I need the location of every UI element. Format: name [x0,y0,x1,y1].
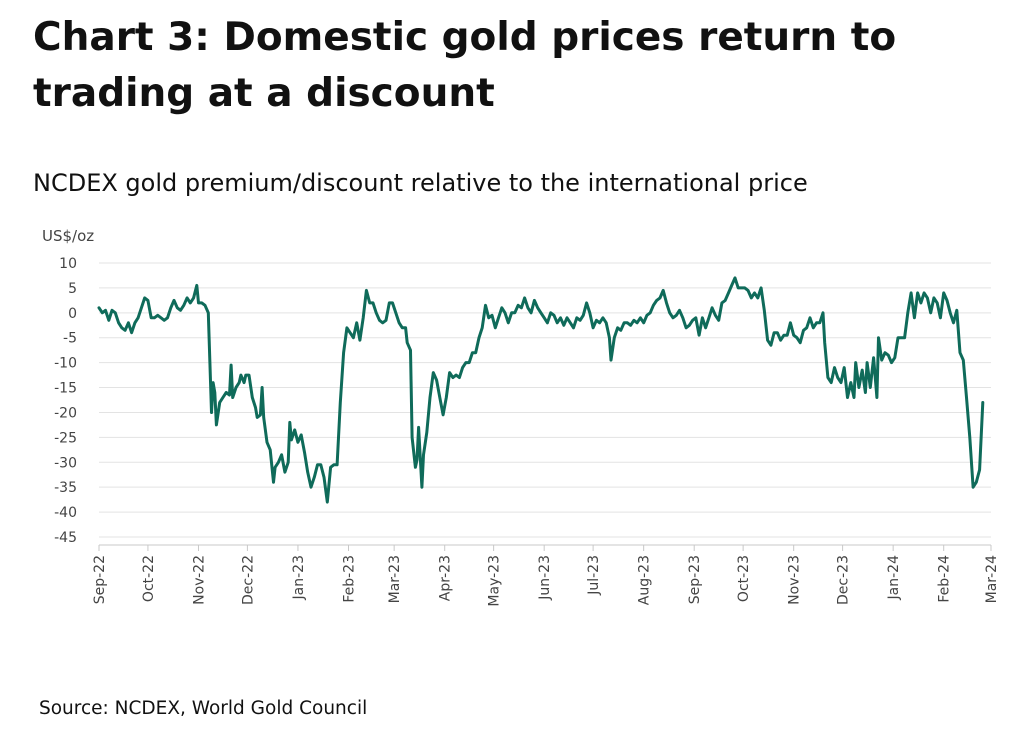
x-tick-label: Jan-23 [291,555,307,600]
source-note: Source: NCDEX, World Gold Council [39,698,368,719]
x-tick-label: Nov-22 [191,555,207,605]
y-tick-label: -45 [54,530,77,546]
chart-subtitle: NCDEX gold premium/discount relative to … [33,169,808,197]
series-layer [97,276,985,504]
y-axis-unit-label: US$/oz [42,227,94,245]
y-tick-label: 5 [68,281,77,297]
x-tick-label: Jan-24 [886,555,902,601]
x-tick-label: Aug-23 [637,555,653,605]
x-tick-label: Nov-23 [787,555,803,605]
x-axis-ticks: Sep-22 Oct-22 Nov-22 Dec-22 Jan-23 Feb-23 Mar-… [92,544,1000,607]
x-tick-label: Mar-24 [984,555,1000,603]
y-tick-label: -30 [54,455,77,471]
y-tick-label: 0 [68,306,77,322]
y-tick-label: -35 [54,480,77,496]
x-tick-label: Dec-23 [836,555,852,605]
x-tick-label: Sep-23 [687,555,703,604]
y-tick-label: -15 [54,381,77,397]
chart-title: Chart 3: Domestic gold prices return to … [33,15,897,116]
x-tick-label: May-23 [487,555,503,607]
line-chart: US$/oz 10 5 0 -5 -10 -15 -20 -25 -30 -35 -40 -45 Se… [42,227,1000,607]
y-axis-ticks: 10 5 0 -5 -10 -15 -20 -25 -30 -35 -40 -45 [54,256,77,546]
x-tick-label: Oct-23 [736,555,752,602]
x-tick-label: Oct-22 [141,555,157,602]
y-tick-label: -20 [54,405,77,421]
x-tick-label: Dec-22 [240,555,256,605]
x-tick-label: Jun-23 [537,555,553,601]
y-tick-label: 10 [59,256,77,272]
y-tick-label: -5 [63,331,77,347]
x-tick-label: Apr-23 [438,555,454,601]
grid-lines [99,262,991,538]
x-tick-label: Sep-22 [92,555,108,604]
x-tick-label: Mar-23 [387,555,403,603]
series-line-0 [97,276,985,504]
y-tick-label: -10 [54,356,77,372]
y-tick-label: -40 [54,505,77,521]
x-tick-label: Feb-23 [341,555,357,603]
y-tick-label: -25 [54,430,77,446]
x-tick-label: Jul-23 [586,555,602,596]
x-tick-label: Feb-24 [937,555,953,603]
